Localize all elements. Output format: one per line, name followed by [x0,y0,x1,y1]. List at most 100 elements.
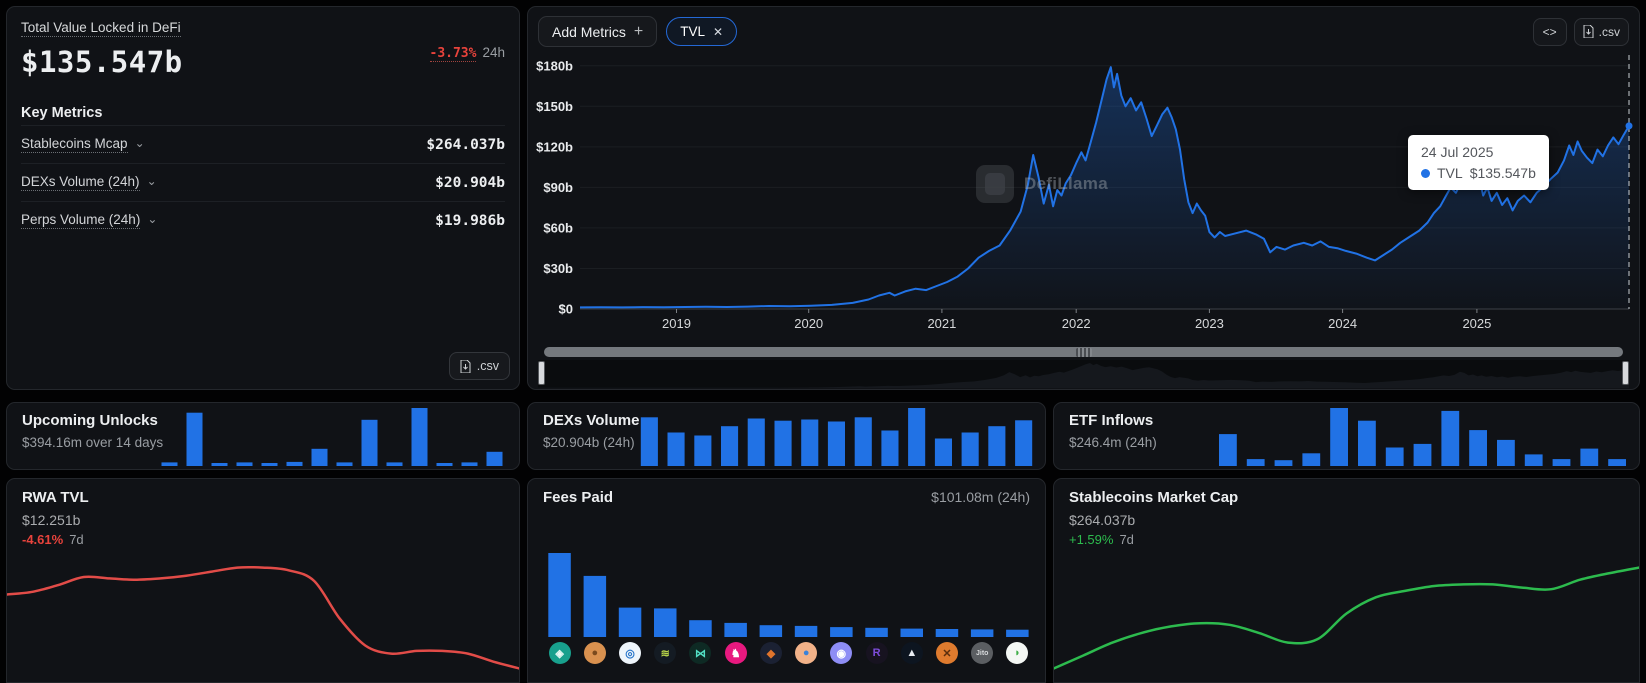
fees-protocol-icon-14: ◗ [1006,642,1029,664]
time-range-brush[interactable] [538,360,1629,388]
csv-file-icon [1583,25,1594,38]
fees-protocol-icons: ◈ ● ◎ ≋ ⋈ ♞ ◆ ● ◉ R ▲ ✕ Jito ◗ [542,641,1035,665]
tooltip-series-value: $135.547b [1469,165,1536,181]
fees-protocol-icon-12: ✕ [936,642,959,664]
svg-text:$150b: $150b [536,99,573,114]
chart-header: Add Metrics + TVL ✕ <> .csv [538,16,1629,47]
panel-value: $12.251b [22,512,81,528]
panel-subtitle: $246.4m (24h) [1069,435,1157,450]
svg-text:$90b: $90b [543,180,573,195]
key-metrics-heading: Key Metrics [21,105,103,121]
fees-protocol-icon-7: ◆ [759,642,782,664]
etf-bar-chart[interactable] [1214,408,1631,466]
panel-right-value: $101.08m (24h) [931,489,1030,505]
icon-slot: ● [789,641,824,665]
svg-text:$120b: $120b [536,139,573,154]
close-icon[interactable]: ✕ [713,24,724,39]
rwa-tvl-panel[interactable]: RWA TVL $12.251b -4.61% 7d [6,478,520,683]
svg-text:$60b: $60b [543,220,573,235]
fees-bar-chart[interactable] [542,553,1035,637]
chevron-down-icon: ⌄ [146,173,157,188]
fees-protocol-icon-8: ● [795,642,818,664]
icon-slot: ▲ [894,641,929,665]
panel-value: $264.037b [1069,512,1136,528]
icon-slot: ◎ [612,641,647,665]
stablecoins-mcap-panel[interactable]: Stablecoins Market Cap $264.037b +1.59% … [1053,478,1640,683]
panel-change-period: 7d [69,532,84,547]
rwa-line-chart[interactable] [7,555,519,681]
scrollbar-grip-icon[interactable] [1075,347,1092,357]
panel-title: Upcoming Unlocks [22,412,158,429]
icon-slot: ● [577,641,612,665]
metric-row-dexs-volume[interactable]: DEXs Volume (24h) ⌄ $20.904b [21,163,505,201]
metric-label[interactable]: DEXs Volume (24h) [21,174,140,191]
unlocks-bar-chart[interactable] [157,408,507,466]
fees-protocol-icon-13: Jito [971,642,994,664]
download-csv-button[interactable]: .csv [448,352,510,380]
stablecoins-line-chart[interactable] [1054,555,1639,681]
tvl-value: $135.547b [21,45,183,79]
add-metrics-button[interactable]: Add Metrics + [538,16,658,47]
panel-change: +1.59% [1069,532,1114,547]
brush-handle-left[interactable] [538,361,545,385]
panel-title: ETF Inflows [1069,412,1154,429]
svg-text:2024: 2024 [1328,316,1357,331]
tvl-chart-panel: Add Metrics + TVL ✕ <> .csv $180b $150b $1… [527,6,1640,390]
icon-slot: ⋈ [683,641,718,665]
icon-slot: ◉ [824,641,859,665]
fees-protocol-icon-5: ⋈ [689,642,712,664]
code-icon: <> [1542,24,1557,39]
etf-inflows-panel[interactable]: ETF Inflows $246.4m (24h) [1053,402,1640,470]
fees-protocol-icon-2: ● [583,642,606,664]
upcoming-unlocks-panel[interactable]: Upcoming Unlocks $394.16m over 14 days [6,402,520,470]
add-metrics-label: Add Metrics [552,23,626,40]
embed-code-button[interactable]: <> [1532,17,1567,46]
tooltip-series-name: TVL [1437,165,1463,181]
svg-text:2019: 2019 [662,316,691,331]
svg-text:2020: 2020 [794,316,823,331]
metric-label[interactable]: Perps Volume (24h) [21,212,141,229]
icon-slot: ◗ [1000,641,1035,665]
fees-paid-panel[interactable]: Fees Paid $101.08m (24h) ◈ ● ◎ ≋ ⋈ ♞ ◆ ● ◉ R ▲ ✕ Jit… [527,478,1046,683]
tvl-panel-title[interactable]: Total Value Locked in DeFi [21,20,181,37]
tooltip-date: 24 Jul 2025 [1421,144,1494,160]
chart-scrollbar[interactable] [544,347,1623,357]
tvl-metric-chip[interactable]: TVL ✕ [666,17,738,46]
icon-slot: ◆ [753,641,788,665]
panel-change-period: 7d [1119,532,1134,547]
fees-protocol-icon-3: ◎ [619,642,642,664]
metric-value: $264.037b [426,136,505,153]
fees-protocol-icon-6: ♞ [724,642,747,664]
chart-csv-button[interactable]: .csv [1573,17,1629,46]
series-dot-icon [1421,168,1430,178]
svg-text:$180b: $180b [536,58,573,73]
svg-text:2022: 2022 [1062,316,1091,331]
csv-label: .csv [476,359,499,373]
panel-title: RWA TVL [22,489,89,506]
metric-label[interactable]: Stablecoins Mcap [21,136,128,153]
brush-handle-right[interactable] [1622,361,1629,385]
panel-change: -4.61% [22,532,64,547]
metric-row-perps-volume[interactable]: Perps Volume (24h) ⌄ $19.986b [21,201,505,239]
chevron-down-icon: ⌄ [134,135,145,150]
tvl-change-24h[interactable]: -3.73% [429,46,477,62]
tvl-header: Total Value Locked in DeFi $135.547b -3.… [21,19,505,79]
panel-title: DEXs Volume [543,412,640,429]
metric-row-stablecoins-mcap[interactable]: Stablecoins Mcap ⌄ $264.037b [21,125,505,163]
icon-slot: R [859,641,894,665]
panel-subtitle: $394.16m over 14 days [22,435,164,450]
tvl-change-period: 24h [482,45,505,60]
dexs-volume-panel[interactable]: DEXs Volume $20.904b (24h) [527,402,1046,470]
dexs-bar-chart[interactable] [636,408,1037,466]
fees-protocol-icon-10: R [865,642,888,664]
panel-title: Fees Paid [543,489,614,506]
chip-label: TVL [680,24,706,39]
icon-slot: ◈ [542,641,577,665]
panel-subtitle: $20.904b (24h) [543,435,635,450]
chevron-down-icon: ⌄ [147,211,158,226]
fees-protocol-icon-9: ◉ [830,642,853,664]
metric-value: $20.904b [435,174,505,191]
fees-protocol-icon-11: ▲ [900,642,923,664]
tvl-area-chart[interactable]: $180b $150b $120b $90b $60b $30b $0 2019 2020 202… [534,47,1635,335]
plus-icon: + [633,22,644,40]
